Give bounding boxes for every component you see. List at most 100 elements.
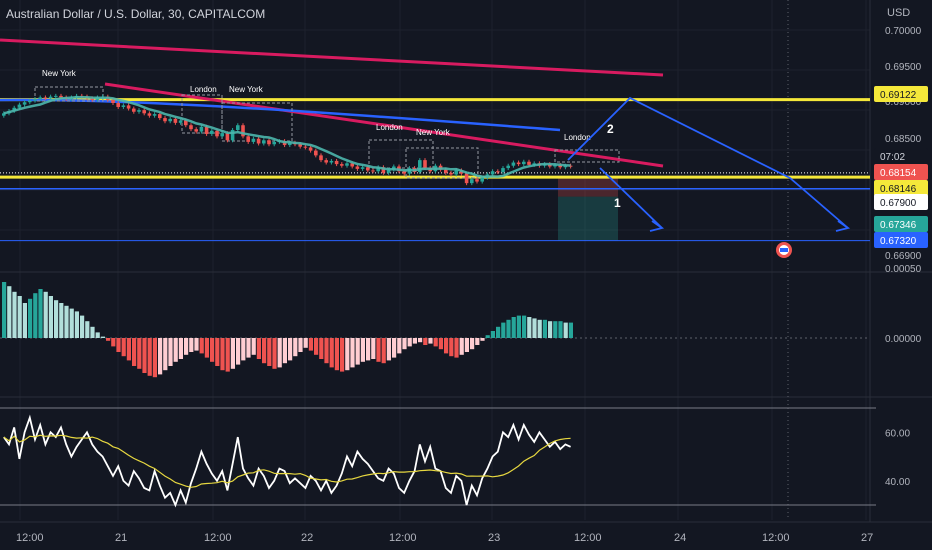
candle-body[interactable] [319, 155, 323, 161]
candle-body[interactable] [527, 161, 531, 165]
candle-body[interactable] [506, 165, 510, 169]
macd-bar[interactable] [100, 336, 105, 338]
candle-body[interactable] [152, 114, 157, 116]
session-box[interactable] [181, 94, 223, 134]
macd-bar[interactable] [563, 322, 568, 338]
candle-body[interactable] [132, 108, 136, 112]
macd-bar[interactable] [459, 338, 464, 355]
macd-bar[interactable] [511, 317, 516, 338]
macd-bar[interactable] [194, 338, 199, 351]
price-badge[interactable] [874, 232, 928, 248]
candle-body[interactable] [366, 167, 370, 171]
candle-body[interactable] [272, 141, 276, 145]
candle-body[interactable] [126, 105, 131, 109]
macd-bar[interactable] [558, 321, 563, 338]
macd-bar[interactable] [116, 338, 121, 352]
macd-bar[interactable] [2, 282, 7, 338]
candle-body[interactable] [199, 126, 204, 132]
macd-bar[interactable] [28, 298, 33, 338]
candle-body[interactable] [204, 126, 209, 134]
macd-bar[interactable] [230, 338, 235, 369]
macd-bar[interactable] [184, 338, 189, 355]
macd-bar[interactable] [69, 308, 74, 338]
macd-bar[interactable] [163, 338, 168, 371]
candle-body[interactable] [54, 95, 58, 97]
macd-bar[interactable] [381, 338, 386, 364]
candle-body[interactable] [38, 97, 42, 100]
macd-bar[interactable] [256, 338, 261, 359]
macd-bar[interactable] [542, 319, 547, 338]
macd-bar[interactable] [537, 319, 542, 338]
macd-bar[interactable] [17, 296, 22, 338]
candle-body[interactable] [147, 113, 152, 116]
macd-bar[interactable] [553, 321, 558, 338]
candle-body[interactable] [345, 163, 349, 166]
macd-bar[interactable] [438, 338, 443, 350]
candle-body[interactable] [178, 120, 183, 123]
macd-bar[interactable] [152, 338, 157, 378]
macd-bar[interactable] [350, 338, 355, 368]
macd-bar[interactable] [272, 338, 277, 369]
candle-body[interactable] [184, 120, 188, 126]
trade-reward-box[interactable] [558, 196, 618, 241]
macd-bar[interactable] [527, 317, 532, 338]
candle-body[interactable] [2, 113, 6, 116]
session-box[interactable] [554, 149, 620, 163]
candle-body[interactable] [298, 144, 302, 147]
candle-body[interactable] [17, 104, 22, 108]
price-badge[interactable] [874, 86, 928, 102]
macd-bar[interactable] [397, 338, 402, 354]
candle-body[interactable] [355, 166, 360, 169]
macd-bar[interactable] [147, 338, 152, 376]
candle-body[interactable] [116, 103, 120, 107]
macd-bar[interactable] [548, 321, 553, 338]
candle-body[interactable] [464, 173, 469, 184]
candle-body[interactable] [288, 142, 292, 146]
trendline-lower[interactable] [104, 82, 664, 168]
macd-bar[interactable] [532, 318, 537, 338]
macd-bar[interactable] [308, 338, 313, 351]
candle-body[interactable] [225, 133, 230, 141]
macd-bar[interactable] [423, 338, 428, 345]
candle-body[interactable] [470, 179, 474, 184]
price-badge[interactable] [874, 148, 928, 164]
candle-body[interactable] [137, 110, 141, 112]
macd-bar[interactable] [142, 338, 147, 373]
rsi-line[interactable] [3, 414, 571, 508]
candle-body[interactable] [210, 130, 214, 134]
candle-body[interactable] [215, 130, 219, 137]
macd-bar[interactable] [22, 303, 27, 338]
candle-body[interactable] [329, 160, 334, 163]
macd-bar[interactable] [516, 315, 521, 338]
macd-bar[interactable] [43, 291, 48, 338]
macd-bar[interactable] [298, 338, 303, 352]
candle-body[interactable] [324, 160, 328, 163]
macd-bar[interactable] [251, 338, 256, 355]
session-box[interactable] [405, 147, 479, 179]
macd-bar[interactable] [54, 300, 59, 338]
candle-body[interactable] [340, 164, 344, 166]
macd-bar[interactable] [158, 338, 163, 375]
candle-body[interactable] [423, 160, 427, 169]
candle-body[interactable] [371, 170, 375, 172]
candle-body[interactable] [350, 163, 354, 167]
candle-body[interactable] [360, 167, 365, 169]
macd-bar[interactable] [366, 338, 371, 361]
candle-body[interactable] [189, 125, 193, 130]
macd-bar[interactable] [444, 338, 449, 354]
candle-body[interactable] [386, 169, 391, 173]
macd-bar[interactable] [282, 338, 287, 364]
macd-bar[interactable] [433, 338, 438, 347]
macd-bar[interactable] [418, 338, 423, 343]
price-badge[interactable] [874, 216, 928, 232]
candle-body[interactable] [449, 172, 453, 175]
macd-bar[interactable] [106, 338, 111, 341]
macd-bar[interactable] [293, 338, 298, 357]
macd-bar[interactable] [121, 338, 126, 357]
macd-bar[interactable] [267, 338, 272, 366]
macd-bar[interactable] [38, 289, 43, 338]
macd-bar[interactable] [199, 338, 204, 354]
trade-risk-box[interactable] [558, 176, 618, 197]
macd-bar[interactable] [12, 291, 17, 338]
